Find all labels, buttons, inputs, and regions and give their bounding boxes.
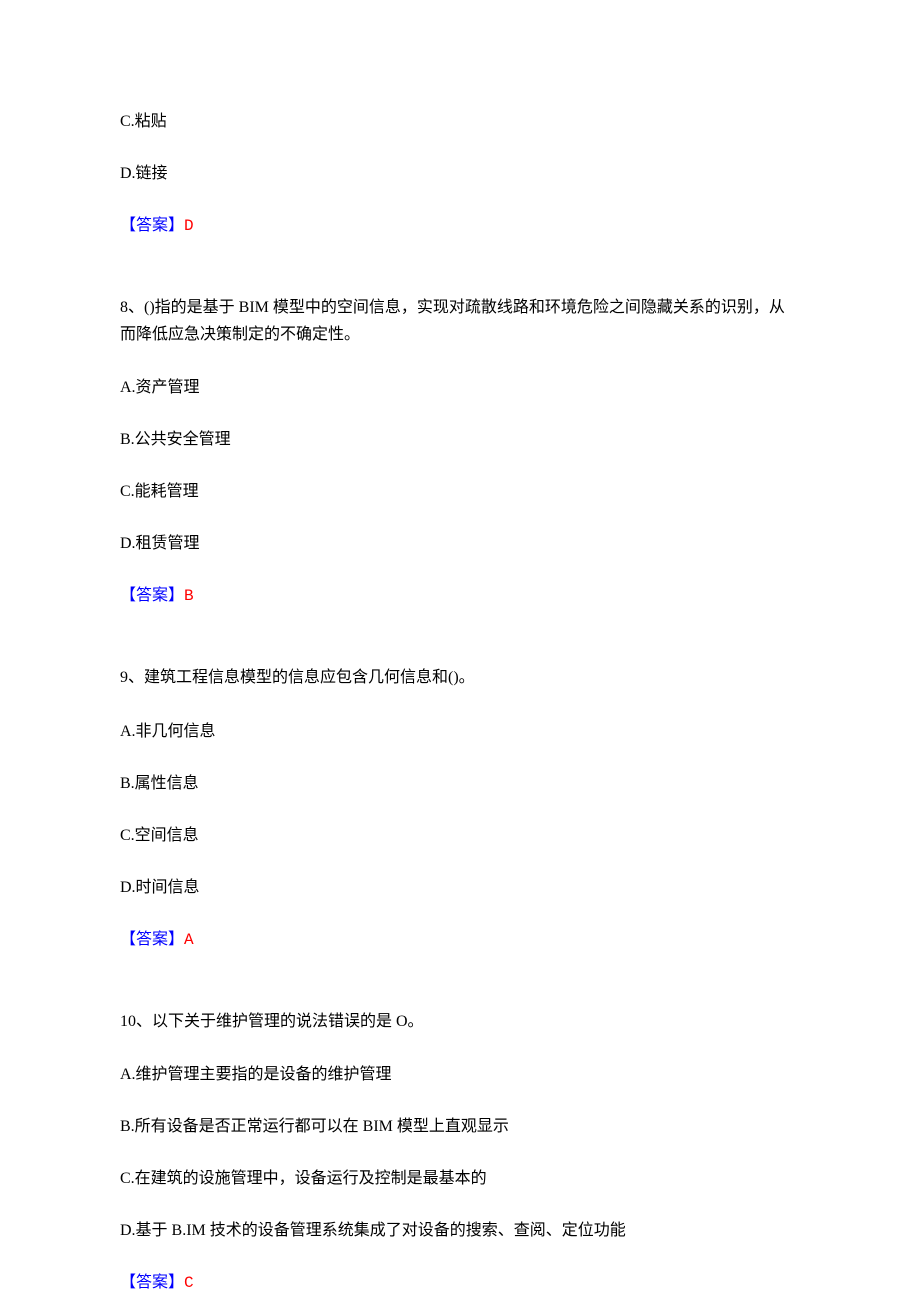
q8-option-c: C.能耗管理 [120, 480, 800, 504]
q7-answer: 【答案】D [120, 214, 800, 238]
q10-option-a: A.维护管理主要指的是设备的维护管理 [120, 1063, 800, 1087]
q9-option-d: D.时间信息 [120, 876, 800, 900]
q10-answer-value: C [184, 1274, 194, 1292]
q10-answer-label: 【答案】 [120, 1274, 184, 1291]
q8-option-a: A.资产管理 [120, 376, 800, 400]
q9-answer-value: A [184, 931, 194, 949]
q8-answer: 【答案】B [120, 584, 800, 608]
q10-answer: 【答案】C [120, 1271, 800, 1295]
q8-option-b: B.公共安全管理 [120, 428, 800, 452]
q9-question: 9、建筑工程信息模型的信息应包含几何信息和()。 [120, 664, 800, 691]
q9-option-b: B.属性信息 [120, 772, 800, 796]
q7-answer-value: D [184, 217, 194, 235]
q10-option-d: D.基于 B.IM 技术的设备管理系统集成了对设备的搜索、查阅、定位功能 [120, 1219, 800, 1243]
q10-option-b: B.所有设备是否正常运行都可以在 BIM 模型上直观显示 [120, 1115, 800, 1139]
q8-option-d: D.租赁管理 [120, 532, 800, 556]
q9-answer: 【答案】A [120, 928, 800, 952]
q10-option-c: C.在建筑的设施管理中，设备运行及控制是最基本的 [120, 1167, 800, 1191]
q7-answer-label: 【答案】 [120, 217, 184, 234]
q9-answer-label: 【答案】 [120, 931, 184, 948]
q9-option-a: A.非几何信息 [120, 720, 800, 744]
q8-question: 8、()指的是基于 BIM 模型中的空间信息，实现对疏散线路和环境危险之间隐藏关… [120, 294, 800, 348]
q8-answer-label: 【答案】 [120, 587, 184, 604]
q7-option-d: D.链接 [120, 162, 800, 186]
q9-option-c: C.空间信息 [120, 824, 800, 848]
q10-question: 10、以下关于维护管理的说法错误的是 O。 [120, 1008, 800, 1035]
q7-option-c: C.粘贴 [120, 110, 800, 134]
q8-answer-value: B [184, 587, 194, 605]
